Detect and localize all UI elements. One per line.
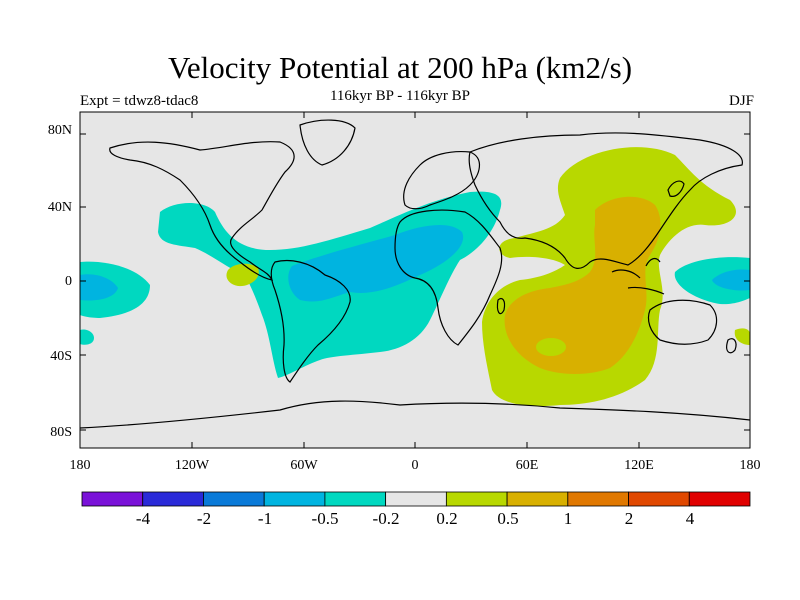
colorbar-swatch	[203, 491, 265, 507]
colorbar-label: -0.2	[373, 509, 400, 528]
lon-tick-label: 180	[740, 458, 761, 473]
colorbar-swatch	[142, 491, 204, 507]
plot-subtitle: 116kyr BP - 116kyr BP	[329, 88, 470, 104]
lon-tick-label: 180	[70, 458, 91, 473]
lon-tick-label: 120E	[624, 458, 654, 473]
colorbar-label: -2	[197, 509, 211, 528]
positive-anomaly-local-minimum	[536, 338, 566, 356]
coastline-japan	[667, 180, 685, 197]
lat-tick-label: 0	[65, 274, 72, 289]
axis-tick-labels: 80N 40N 0 40S 80S 180 120W 60W 0 60E 120…	[48, 123, 761, 473]
colorbar-swatch	[385, 491, 447, 507]
colorbar-label: 0.2	[436, 509, 457, 528]
coastline-europe	[403, 150, 480, 210]
coastline-antarctica	[80, 400, 750, 429]
coastline-indonesia	[611, 257, 665, 295]
lon-tick-label: 0	[412, 458, 419, 473]
colorbar-label: 0.5	[497, 509, 518, 528]
coastline-africa	[394, 209, 503, 346]
colorbar-label: -4	[136, 509, 151, 528]
experiment-label: Expt = tdwz8-tdac8	[80, 93, 199, 109]
lat-tick-label: 80S	[50, 425, 72, 440]
colorbar-label: -0.5	[312, 509, 339, 528]
colorbar	[81, 491, 751, 507]
positive-anomaly-region-southwest-pacific	[734, 328, 750, 345]
lon-tick-label: 60E	[516, 458, 539, 473]
coastline-north-america	[109, 141, 295, 281]
lat-tick-label: 40N	[48, 200, 72, 215]
colorbar-swatch	[567, 491, 629, 507]
colorbar-label: 2	[625, 509, 634, 528]
coastline-madagascar	[496, 297, 506, 315]
negative-anomaly-core-east-pacific	[80, 274, 118, 301]
colorbar-swatch	[628, 491, 690, 507]
axis-ticks	[79, 112, 751, 448]
lat-tick-label: 80N	[48, 123, 72, 138]
coastline-asia	[468, 132, 743, 269]
negative-anomaly-core-west-pacific	[712, 269, 750, 291]
coastline-greenland	[299, 119, 356, 166]
positive-anomaly-core-indian-ocean	[504, 196, 661, 374]
colorbar-swatch	[506, 491, 569, 507]
colorbar-swatch	[324, 491, 387, 507]
coastline-south-america	[270, 259, 351, 383]
negative-anomaly-core-atlantic	[288, 224, 464, 302]
colorbar-swatch	[445, 491, 508, 507]
plot-title: Velocity Potential at 200 hPa (km2/s)	[167, 50, 633, 85]
coastline-australia	[647, 299, 718, 345]
colorbar-label: 4	[686, 509, 695, 528]
colorbar-swatch	[81, 491, 144, 507]
coastline-new-zealand	[726, 338, 737, 354]
colorbar-label: 1	[564, 509, 573, 528]
season-label: DJF	[728, 93, 754, 109]
colorbar-swatch	[263, 491, 326, 507]
colorbar-labels: -4 -2 -1 -0.5 -0.2 0.2 0.5 1 2 4	[136, 509, 695, 528]
coastlines	[80, 119, 750, 429]
colorbar-swatch	[688, 491, 751, 507]
lat-tick-label: 40S	[50, 349, 72, 364]
lon-tick-label: 120W	[175, 458, 210, 473]
colorbar-label: -1	[258, 509, 272, 528]
negative-anomaly-region-south-pacific	[80, 329, 94, 345]
lon-tick-label: 60W	[290, 458, 318, 473]
